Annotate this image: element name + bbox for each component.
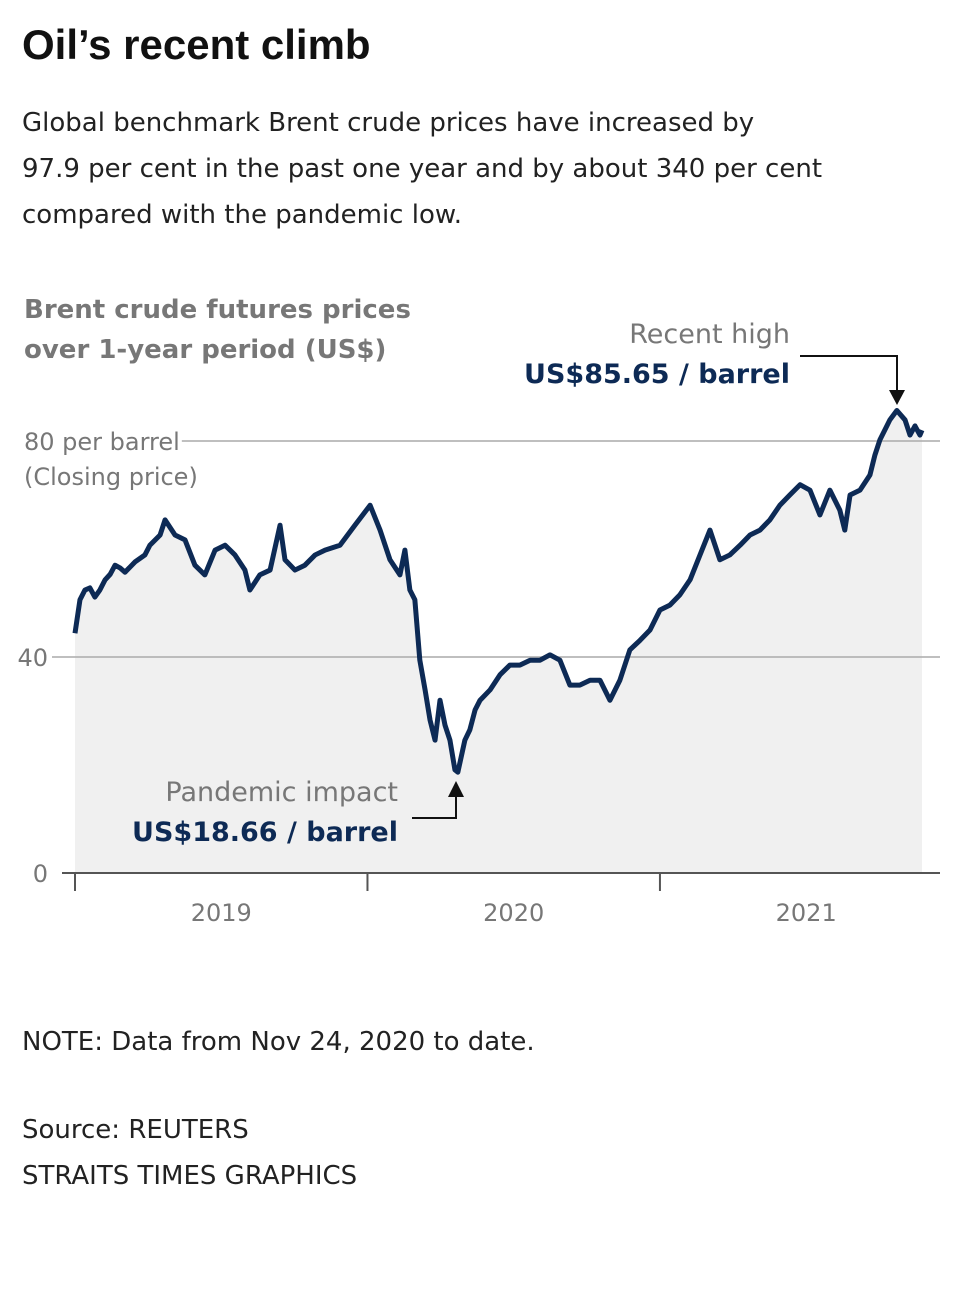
chart-title: Oil’s recent climb <box>22 21 371 68</box>
y-tick-label: 0 <box>33 860 48 888</box>
y-axis-title: over 1-year period (US$) <box>24 335 386 365</box>
y-tick-label: 80 per barrel <box>24 428 180 456</box>
annotation-leader <box>800 355 898 392</box>
annotation-value: US$18.66 / barrel <box>132 817 398 848</box>
line <box>72 407 925 775</box>
area <box>75 410 922 873</box>
credit: STRAITS TIMES GRAPHICS <box>22 1161 357 1191</box>
annotation-leader <box>412 795 457 819</box>
subtitle: compared with the pandemic low. <box>22 200 462 230</box>
y-axis-title: Brent crude futures prices <box>24 295 411 325</box>
note: NOTE: Data from Nov 24, 2020 to date. <box>22 1027 535 1057</box>
y-tick-label: 40 <box>17 644 48 672</box>
annotation-arrow <box>448 781 464 797</box>
subtitle: Global benchmark Brent crude prices have… <box>22 108 754 138</box>
plot: 0 40 80 per barrel 2019 2020 2021 <box>17 407 940 927</box>
subtitle: 97.9 per cent in the past one year and b… <box>22 154 822 184</box>
x-tick-label: 2020 <box>483 899 544 927</box>
annotation-value: US$85.65 / barrel <box>524 359 790 390</box>
source: Source: REUTERS <box>22 1115 249 1145</box>
x-tick-label: 2021 <box>776 899 837 927</box>
annotation-arrow <box>889 390 905 405</box>
annotation-label: Recent high <box>629 319 790 350</box>
y-axis-note: (Closing price) <box>24 463 198 491</box>
annotation-label: Pandemic impact <box>165 777 398 808</box>
x-tick-label: 2019 <box>191 899 252 927</box>
